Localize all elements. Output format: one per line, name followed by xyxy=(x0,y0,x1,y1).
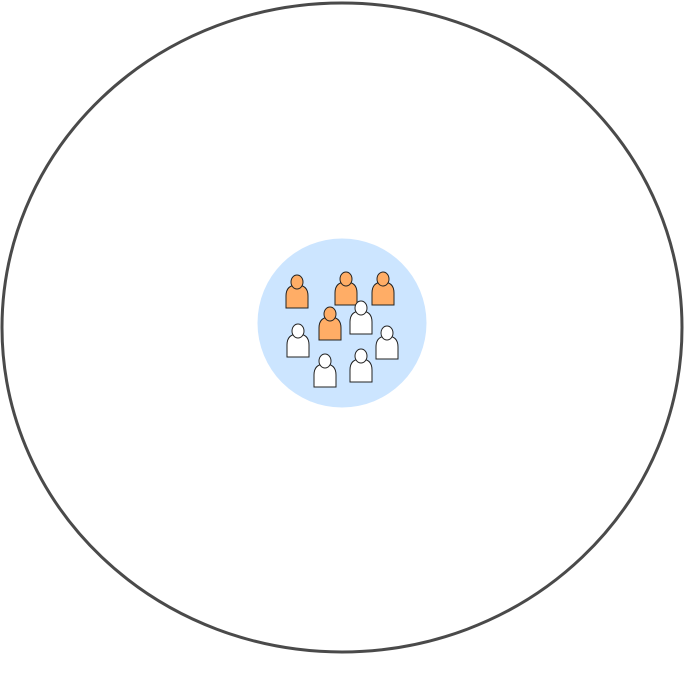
sample-group-circle xyxy=(257,238,427,408)
people-group xyxy=(285,271,399,388)
person-icon xyxy=(371,271,395,306)
person-icon xyxy=(349,348,373,383)
person-icon xyxy=(286,323,310,358)
person-icon xyxy=(334,271,358,306)
person-icon xyxy=(318,306,342,341)
person-icon xyxy=(313,353,337,388)
person-icon xyxy=(375,325,399,360)
person-icon xyxy=(285,274,309,309)
person-icon xyxy=(349,300,373,335)
